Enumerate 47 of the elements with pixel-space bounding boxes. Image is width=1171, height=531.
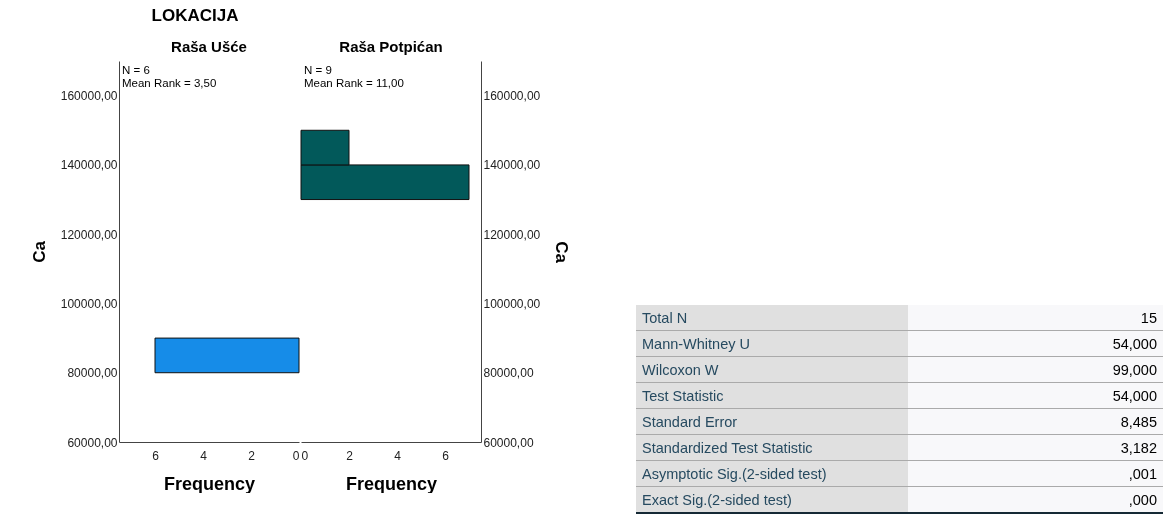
y-tick-label: 80000,00: [67, 366, 118, 381]
y-tick-label: 160000,00: [483, 89, 541, 104]
x-axis-title: Frequency: [163, 473, 256, 494]
y-tick-label: 140000,00: [483, 158, 541, 173]
y-tick-label: 160000,00: [60, 89, 118, 104]
annotation: N = 6: [122, 64, 150, 76]
text: Wilcoxon W: [636, 356, 908, 383]
x-tick-label: 6: [152, 448, 160, 463]
x-tick-label: 2: [248, 448, 256, 463]
x-tick-label: 6: [442, 448, 450, 463]
y-tick-label: 100000,00: [60, 296, 118, 311]
text: Standardized Test Statistic: [636, 434, 908, 461]
text: Asymptotic Sig.(2-sided test): [636, 460, 908, 487]
y-tick-label: 60000,00: [67, 435, 118, 450]
y-tick-label: 80000,00: [483, 366, 534, 381]
y-axis-title: Ca: [29, 240, 49, 263]
text: Total N: [636, 305, 908, 331]
annotation: Mean Rank = 3,50: [122, 77, 217, 89]
x-tick-label: 4: [394, 448, 402, 463]
y-axis-title: Ca: [552, 241, 572, 264]
x-tick-label: 2: [346, 448, 354, 463]
y-tick-label: 60000,00: [483, 435, 534, 450]
y-tick-label: 120000,00: [60, 227, 118, 242]
text: Standard Error: [636, 408, 908, 435]
x-tick-label: 4: [200, 448, 208, 463]
text: 15: [908, 305, 1163, 331]
y-tick-label: 120000,00: [483, 227, 541, 242]
x-tick-label: 0: [301, 448, 309, 463]
annotation: Mean Rank = 11,00: [304, 77, 404, 89]
text: 54,000: [908, 382, 1163, 409]
chart-subtitle: Raša Ušće: [171, 38, 247, 55]
text: Mann-Whitney U: [636, 330, 908, 357]
chart-subtitle: Raša Potpićan: [339, 38, 443, 55]
text: ,000: [908, 486, 1163, 513]
y-tick-label: 100000,00: [483, 296, 541, 311]
text: 3,182: [908, 434, 1163, 461]
text: ,001: [908, 460, 1163, 487]
y-tick-label: 140000,00: [60, 158, 118, 173]
text: 54,000: [908, 330, 1163, 357]
text: 8,485: [908, 408, 1163, 435]
annotation: N = 9: [304, 64, 332, 76]
text: Exact Sig.(2-sided test): [636, 486, 908, 513]
text: Test Statistic: [636, 382, 908, 409]
text: 99,000: [908, 356, 1163, 383]
x-axis-title: Frequency: [345, 473, 438, 494]
chart-title: LOKACIJA: [150, 6, 240, 26]
x-tick-label: 0: [292, 448, 300, 463]
